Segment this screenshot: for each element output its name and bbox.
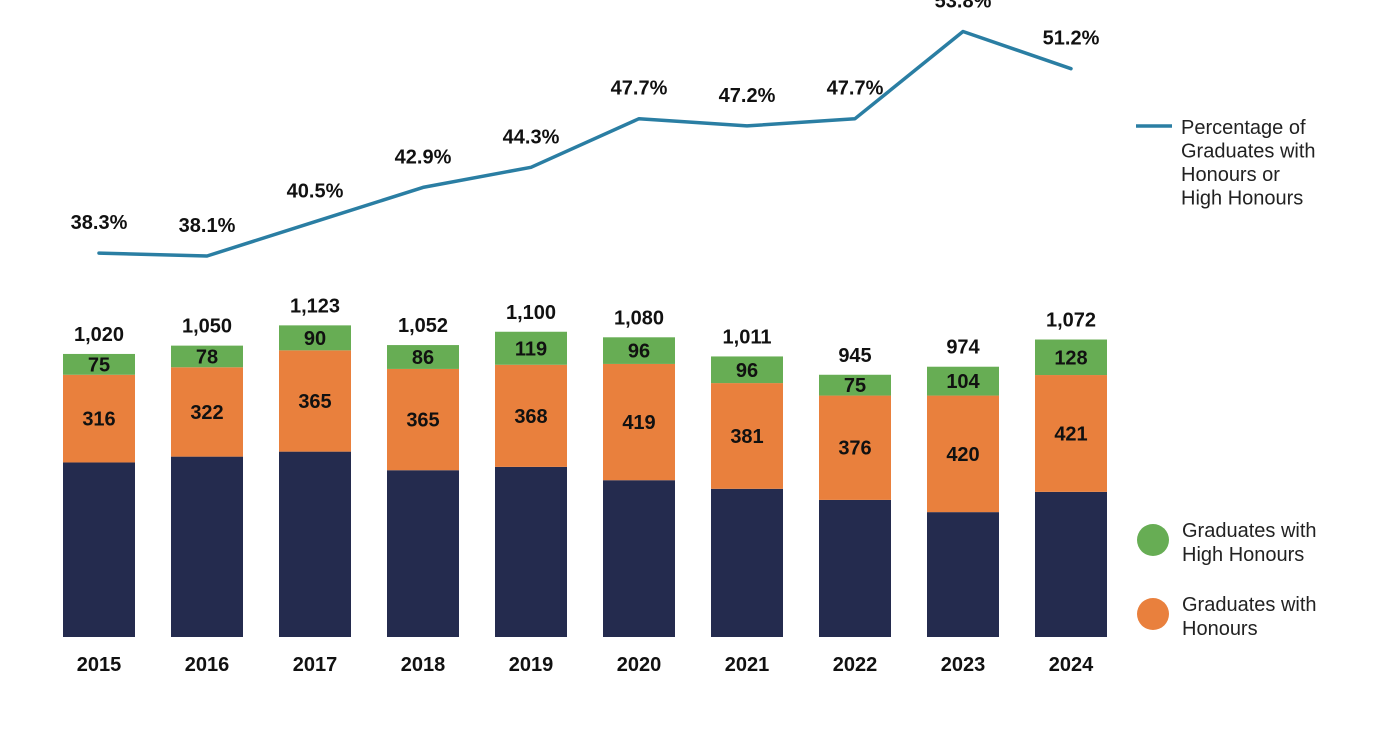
bar-segment-label: 78 (196, 346, 218, 368)
legend-label: High Honours (1182, 544, 1304, 566)
bars-group: 316 75 1,020 322 78 1,050 365 90 1,123 365 86 1,052… (63, 295, 1107, 637)
bar-segment-2-2024 (1035, 339, 1107, 376)
bar-segment-0-2018 (387, 470, 459, 637)
bar-total-label: 1,011 (723, 326, 772, 348)
x-tick-label: 2018 (401, 654, 446, 676)
bar-segment-2-2021 (711, 356, 783, 384)
x-tick-label: 2024 (1049, 654, 1094, 676)
bar-segment-label: 365 (406, 410, 439, 432)
bar-segment-2-2015 (63, 353, 135, 375)
bar-total-label: 974 (946, 337, 980, 359)
percentage-line (97, 29, 1073, 258)
bar-segment-1-2020 (603, 363, 675, 481)
bar-segment-0-2017 (279, 451, 351, 637)
bar-segment-0-2020 (603, 480, 675, 637)
legend-label: Graduates with (1181, 141, 1316, 163)
line-data-label: 42.9% (395, 146, 452, 168)
bar-segment-0-2024 (1035, 491, 1107, 637)
x-tick-label: 2015 (77, 654, 122, 676)
x-axis: 2015 2016 2017 2018 2019 2020 2021 2022 2023 2024 (77, 654, 1094, 676)
bar-segment-label: 96 (736, 360, 758, 382)
legend-label: Graduates with (1182, 520, 1317, 542)
line-data-label: 40.5% (287, 181, 344, 203)
x-tick-label: 2022 (833, 654, 878, 676)
bar-segment-label: 128 (1054, 347, 1087, 369)
bar-total-label: 1,100 (506, 302, 556, 324)
bar-segment-1-2015 (63, 374, 135, 463)
bar-segment-2-2018 (387, 345, 459, 369)
bar-segment-label: 419 (622, 412, 655, 434)
bar-segment-2-2016 (171, 345, 243, 368)
line-data-label: 47.7% (827, 78, 884, 100)
bar-total-label: 1,072 (1046, 310, 1096, 332)
bar-segment-2-2019 (495, 331, 567, 365)
x-tick-label: 2023 (941, 654, 986, 676)
legend-label: High Honours (1181, 188, 1303, 210)
x-tick-label: 2019 (509, 654, 554, 676)
bar-segment-1-2022 (819, 395, 891, 500)
bar-segment-label: 365 (298, 391, 331, 413)
legend-swatch (1137, 598, 1169, 630)
bar-segment-label: 86 (412, 347, 434, 369)
bar-total-label: 1,050 (182, 316, 232, 338)
bar-segment-2-2020 (603, 337, 675, 364)
bar-segment-1-2021 (711, 383, 783, 489)
legend-swatch (1137, 524, 1169, 556)
bar-segment-1-2016 (171, 367, 243, 457)
bar-segment-label: 381 (730, 426, 763, 448)
bar-segment-label: 119 (515, 338, 547, 360)
bar-segment-label: 322 (190, 402, 223, 424)
line-data-label: 38.3% (71, 212, 128, 234)
line-data-label: 44.3% (503, 126, 560, 148)
legend-label: Honours (1182, 618, 1258, 640)
legend-label: Graduates with (1182, 594, 1317, 616)
line-data-label: 51.2% (1043, 28, 1100, 50)
line-data-label: 47.7% (611, 78, 668, 100)
bar-segment-2-2017 (279, 325, 351, 351)
bar-total-label: 945 (838, 345, 871, 367)
x-tick-label: 2017 (293, 654, 338, 676)
bar-segment-2-2023 (927, 366, 999, 396)
line-data-label: 47.2% (719, 85, 776, 107)
bar-segment-0-2021 (711, 488, 783, 637)
legend-label: Honours or (1181, 164, 1280, 186)
bar-total-label: 1,123 (290, 295, 340, 317)
x-tick-label: 2021 (725, 654, 770, 676)
bar-segment-1-2024 (1035, 375, 1107, 492)
x-tick-label: 2016 (185, 654, 230, 676)
legend-label: Percentage of (1181, 117, 1306, 139)
bar-segment-0-2023 (927, 512, 999, 637)
bar-segment-label: 368 (514, 406, 547, 428)
bar-segment-1-2019 (495, 364, 567, 467)
bar-segment-label: 316 (82, 409, 115, 431)
bar-segment-0-2022 (819, 499, 891, 637)
line-data-label: 53.8% (935, 0, 992, 12)
bar-total-label: 1,052 (398, 315, 448, 337)
bar-segment-1-2018 (387, 368, 459, 471)
line-data-label: 38.1% (179, 215, 236, 237)
line-group: 38.3% 38.1% 40.5% 42.9% 44.3% 47.7% 47.2% 47.7%… (71, 0, 1100, 258)
bar-segment-2-2022 (819, 374, 891, 396)
bar-segment-label: 421 (1054, 423, 1087, 445)
x-tick-label: 2020 (617, 654, 662, 676)
bar-total-label: 1,020 (74, 324, 124, 346)
bar-segment-1-2023 (927, 395, 999, 513)
bar-segment-label: 75 (88, 354, 110, 376)
bar-segment-label: 75 (844, 375, 866, 397)
bar-segment-label: 376 (838, 438, 871, 460)
bar-segment-label: 104 (946, 371, 980, 393)
bar-segment-label: 96 (628, 341, 650, 363)
bar-segment-label: 420 (946, 444, 979, 466)
bar-total-label: 1,080 (614, 307, 664, 329)
bar-segment-0-2019 (495, 466, 567, 637)
bar-segment-0-2015 (63, 462, 135, 637)
bar-segment-label: 90 (304, 328, 326, 350)
bar-segment-0-2016 (171, 456, 243, 637)
bar-segment-1-2017 (279, 350, 351, 452)
